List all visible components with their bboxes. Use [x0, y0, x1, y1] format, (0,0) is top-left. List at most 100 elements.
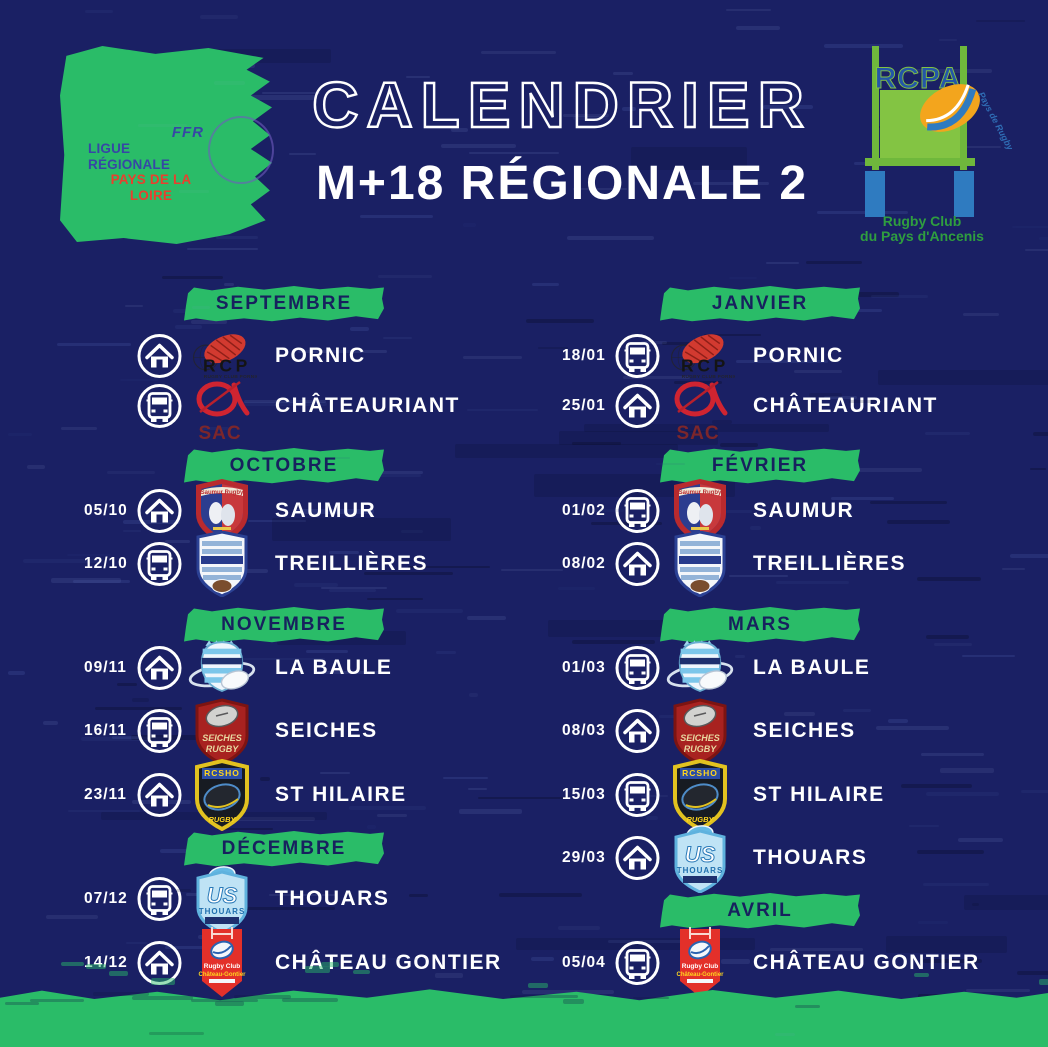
club-name: PORNIC	[753, 344, 844, 368]
seiches-logo: SEICHESRUGBY	[665, 696, 735, 766]
club-name: SAUMUR	[275, 499, 376, 523]
club-name: TREILLIÈRES	[275, 552, 428, 576]
bus-icon	[614, 488, 661, 535]
treillieres-logo	[665, 529, 735, 599]
rcpa-tagline: Pays de Rugby	[976, 90, 1012, 153]
svg-text:SAC: SAC	[676, 423, 719, 443]
svg-text:RUGBY: RUGBY	[206, 744, 239, 754]
match-date: 05/04	[562, 954, 606, 972]
match-date: 09/11	[84, 659, 127, 677]
svg-text:SEICHES: SEICHES	[680, 733, 720, 743]
bus-icon	[614, 772, 661, 819]
month-banner: AVRIL	[660, 893, 860, 929]
match-date: 25/01	[562, 397, 606, 415]
chateauriant-logo: SAC	[187, 371, 257, 441]
svg-text:Saumur Rugby: Saumur Rugby	[201, 490, 244, 496]
rcpa-caption-line1: Rugby Club	[883, 213, 962, 229]
month-label: JANVIER	[712, 293, 808, 315]
club-name: SAUMUR	[753, 499, 854, 523]
match-date: 18/01	[562, 347, 606, 365]
st-hilaire-logo: RCSHORUGBY	[665, 760, 735, 830]
club-name: SEICHES	[275, 719, 378, 743]
match-date: 08/03	[562, 722, 606, 740]
club-name: LA BAULE	[753, 656, 870, 680]
house-icon	[136, 772, 183, 819]
month-label: OCTOBRE	[230, 455, 339, 477]
rcpa-caption-line2: du Pays d'Ancenis	[860, 228, 984, 244]
match-row: 05/04 Rugby Club Château-Gontier CHÂTEAU GO…	[548, 928, 1048, 998]
chateau-gontier-logo: Rugby Club Château-Gontier	[187, 928, 257, 998]
club-name: TREILLIÈRES	[753, 552, 906, 576]
match-date: 29/03	[562, 849, 606, 867]
house-icon	[614, 708, 661, 755]
match-row: 25/01 SAC CHÂTEAURIANT	[548, 371, 1048, 441]
seiches-logo: SEICHESRUGBY	[187, 696, 257, 766]
club-name: CHÂTEAU GONTIER	[275, 951, 502, 975]
house-icon	[136, 488, 183, 535]
bus-icon	[136, 383, 183, 430]
svg-text:Château-Gontier: Château-Gontier	[676, 972, 724, 978]
match-date: 14/12	[84, 954, 128, 972]
match-date: 01/03	[562, 659, 606, 677]
match-date: 12/10	[84, 555, 128, 573]
match-date: 01/02	[562, 502, 606, 520]
match-row: 12/10 TREILLIÈRES	[70, 529, 570, 599]
club-name: THOUARS	[753, 846, 867, 870]
bus-icon	[136, 541, 183, 588]
bus-icon	[136, 876, 183, 923]
club-name: LA BAULE	[275, 656, 392, 680]
month-banner: JANVIER	[660, 286, 860, 322]
ffr-swoosh-icon	[208, 116, 274, 184]
svg-text:Rugby Club: Rugby Club	[204, 963, 240, 970]
svg-text:RCSHO: RCSHO	[204, 768, 240, 778]
treillieres-logo	[187, 529, 257, 599]
bus-icon	[614, 940, 661, 987]
chateau-gontier-logo: Rugby Club Château-Gontier	[665, 928, 735, 998]
house-icon	[614, 835, 661, 882]
match-date: 16/11	[84, 722, 127, 740]
bus-icon	[136, 708, 183, 755]
svg-text:Château-Gontier: Château-Gontier	[198, 972, 246, 978]
svg-text:SAC: SAC	[198, 423, 241, 443]
svg-text:US: US	[207, 883, 238, 908]
match-date: 15/03	[562, 786, 606, 804]
match-row: 07/12USTHOUARSTHOUARS	[70, 864, 570, 934]
thouars-logo: USTHOUARS	[665, 823, 735, 893]
match-date: 23/11	[84, 786, 127, 804]
svg-text:THOUARS: THOUARS	[677, 866, 724, 875]
match-row: SAC CHÂTEAURIANT	[70, 371, 570, 441]
calendar-poster: FFR LIGUE RÉGIONALE PAYS DE LA LOIRE CAL…	[0, 0, 1048, 1047]
rcpa-club-logo: RCPA Pays de Rugby Rugby Club du Pays d'…	[850, 38, 1012, 244]
svg-text:RUGBY: RUGBY	[208, 815, 236, 824]
month-banner: DÉCEMBRE	[184, 831, 384, 867]
club-name: PORNIC	[275, 344, 366, 368]
svg-text:RCSHO: RCSHO	[682, 768, 718, 778]
match-row: 08/02TREILLIÈRES	[548, 529, 1048, 599]
club-name: CHÂTEAURIANT	[275, 394, 460, 418]
la-baule-logo	[665, 633, 735, 703]
bus-icon	[614, 645, 661, 692]
month-label: SEPTEMBRE	[216, 293, 352, 315]
match-date: 05/10	[84, 502, 128, 520]
svg-text:Saumur Rugby: Saumur Rugby	[679, 490, 722, 496]
house-icon	[614, 383, 661, 430]
house-icon	[136, 645, 183, 692]
svg-text:Rugby Club: Rugby Club	[682, 963, 718, 970]
rugby-posts-icon: RCPA Pays de Rugby Rugby Club du Pays d'…	[850, 38, 1012, 244]
svg-text:THOUARS: THOUARS	[199, 907, 246, 916]
match-row: 15/03 RCSHORUGBY ST HILAIRE	[548, 760, 1048, 830]
match-row: 01/03 LA BAULE	[548, 633, 1048, 703]
match-row: 29/03USTHOUARSTHOUARS	[548, 823, 1048, 893]
club-name: THOUARS	[275, 887, 389, 911]
chateauriant-logo: SAC	[665, 371, 735, 441]
match-date: 07/12	[84, 890, 128, 908]
st-hilaire-logo: RCSHO RUGBY	[187, 760, 257, 830]
month-label: FÉVRIER	[712, 455, 808, 477]
svg-text:SEICHES: SEICHES	[202, 733, 242, 743]
club-name: CHÂTEAURIANT	[753, 394, 938, 418]
match-row: 09/11 LA BAULE	[70, 633, 570, 703]
month-label: AVRIL	[727, 900, 793, 922]
club-name: ST HILAIRE	[753, 783, 885, 807]
house-icon	[136, 940, 183, 987]
club-name: CHÂTEAU GONTIER	[753, 951, 980, 975]
